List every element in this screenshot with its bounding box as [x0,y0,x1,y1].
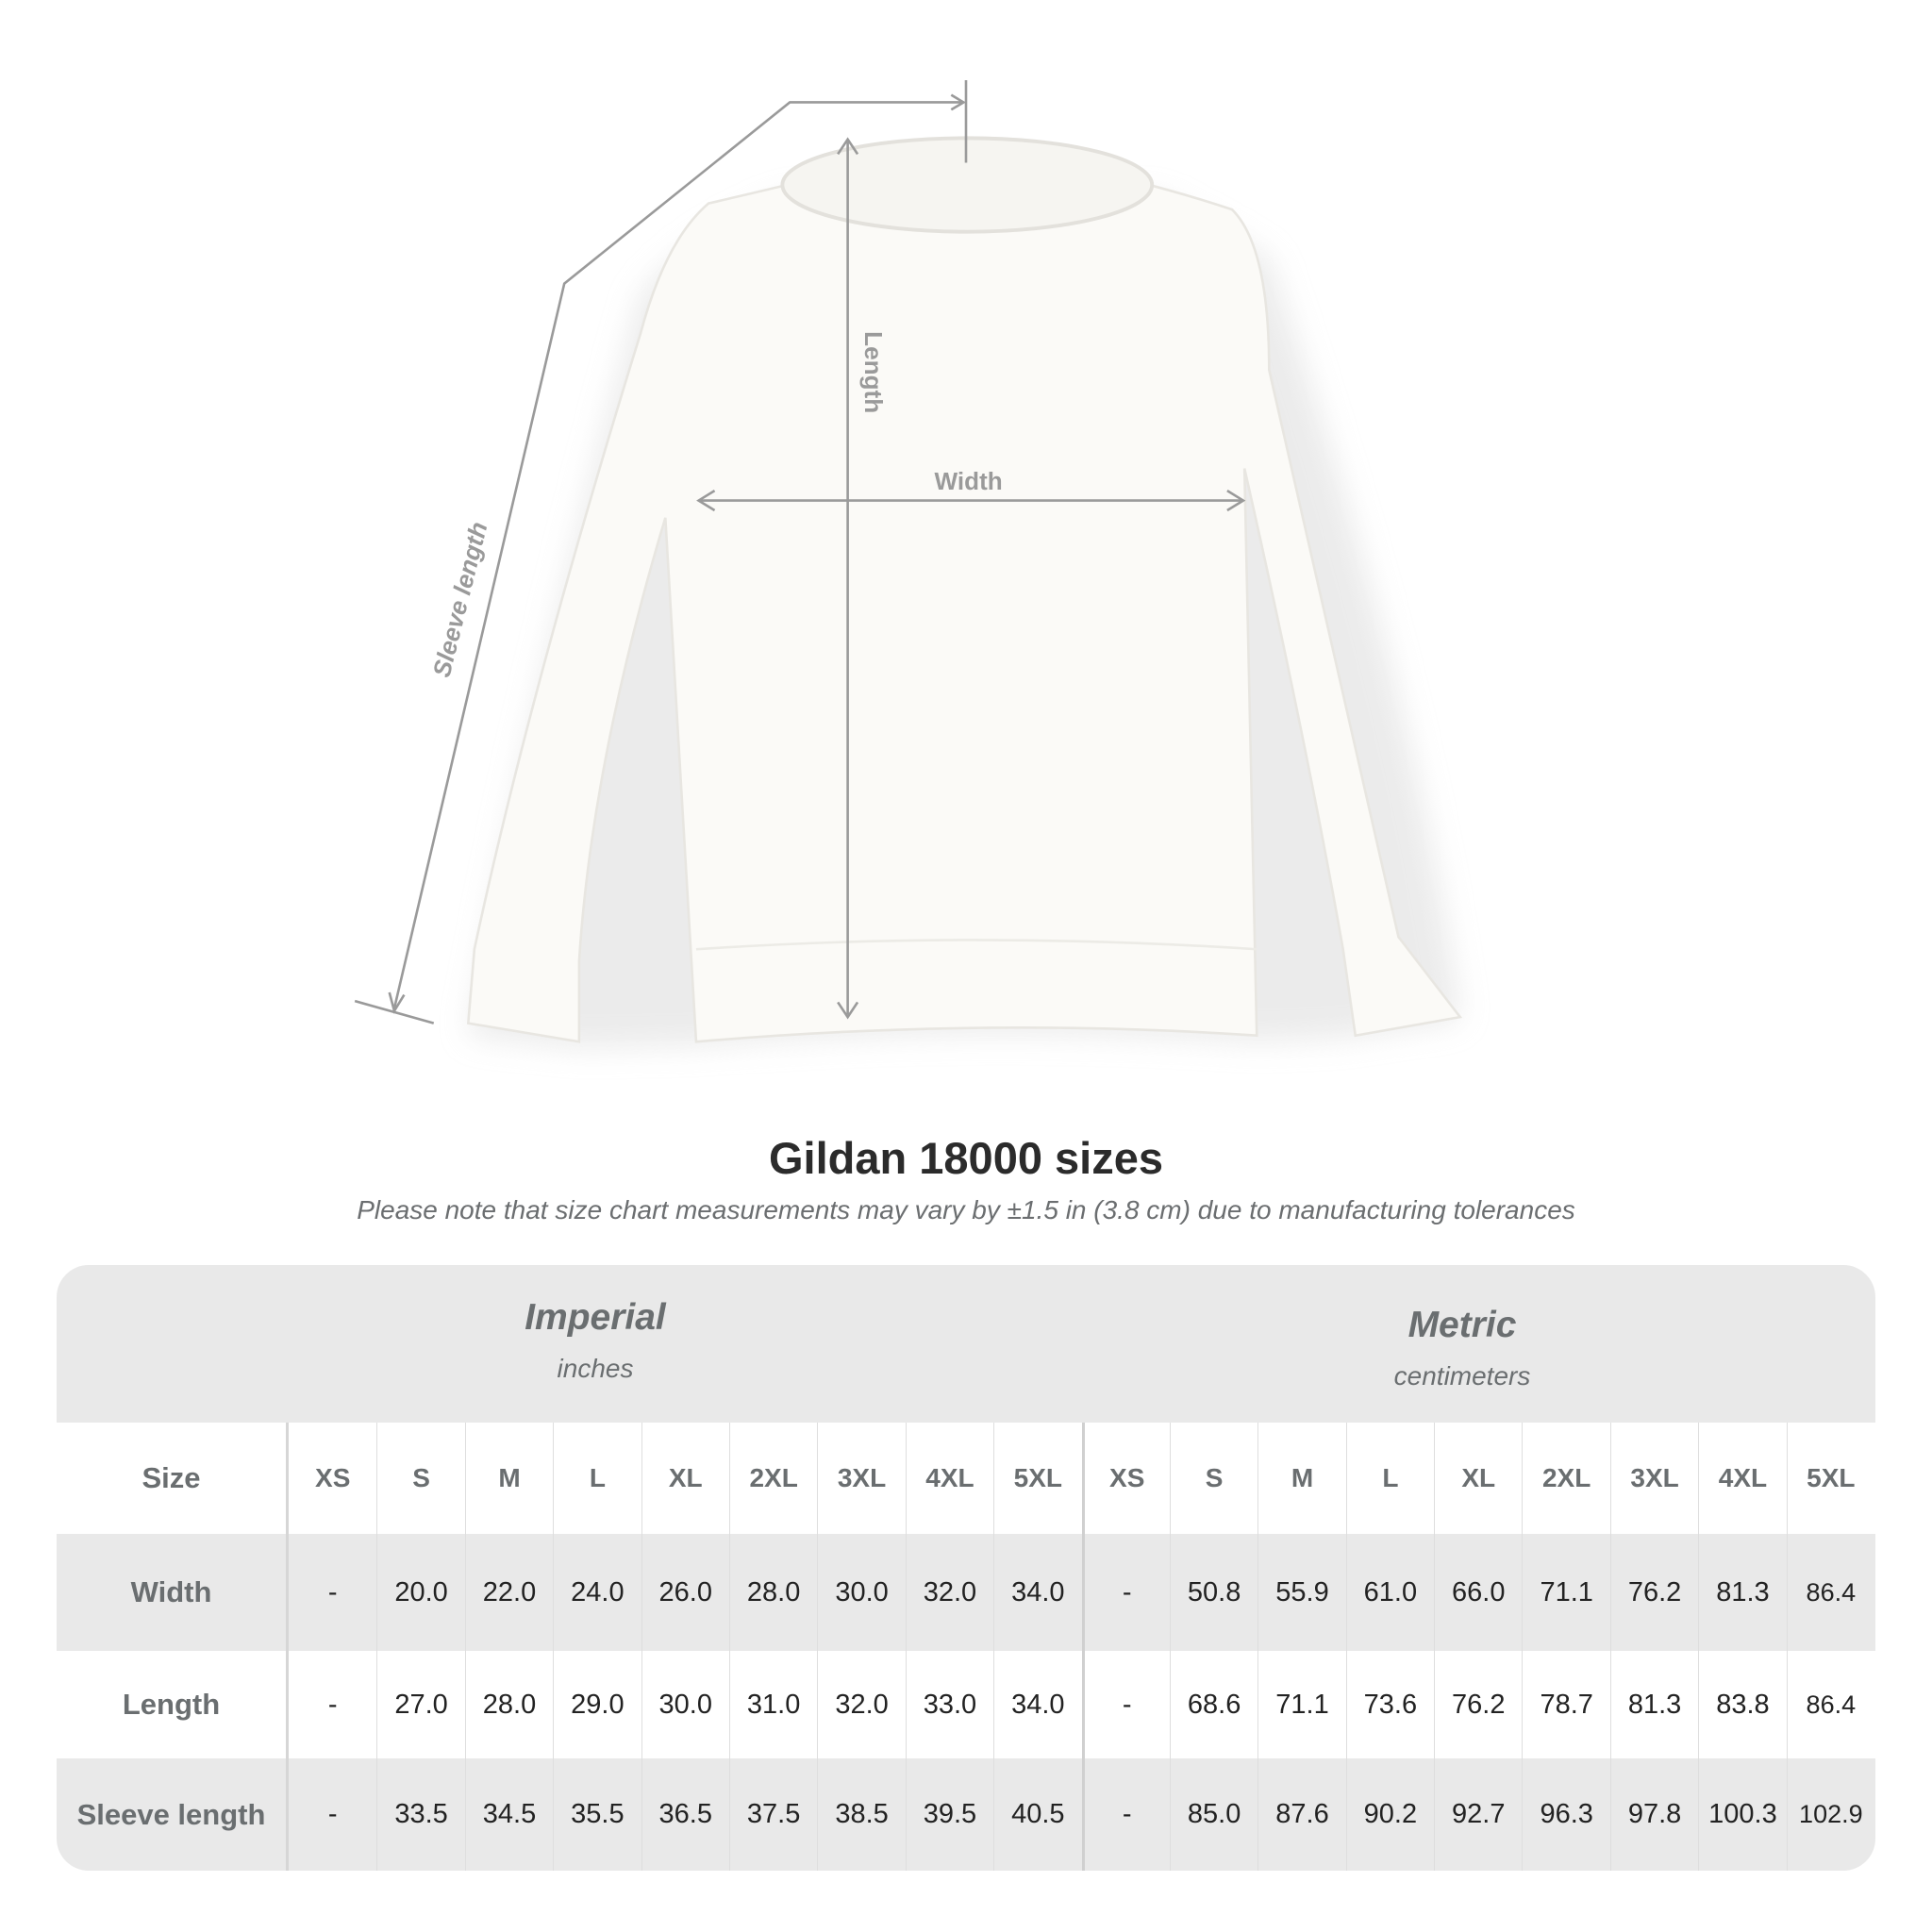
length-label: Length [859,331,888,413]
table-cell: 24.0 [553,1534,641,1651]
table-cell: - [1081,1758,1170,1871]
table-cell: 81.3 [1698,1534,1786,1651]
table-cell: 26.0 [641,1534,729,1651]
metric-title: Metric [1407,1305,1517,1345]
width-label: Width [934,467,1002,495]
table-cell: 90.2 [1345,1758,1434,1871]
imperial-header: Imperial inches [312,1297,878,1384]
table-row-width: Width -20.0 22.0 24.0 26.0 28.0 30.0 32.0 34.0-5… [57,1534,1875,1651]
table-cell: 102.9 [1786,1758,1874,1871]
size-header-row: Size XS S M L XL 2XL 3XL 4XL 5XL XS S M L XL 2XL 3XL 4XL… [57,1423,1875,1534]
table-cell: 68.6 [1169,1651,1257,1758]
unit-header: Imperial inches Metric centimeters [57,1265,1875,1423]
row-label: Width [57,1534,289,1651]
table-cell: 96.3 [1522,1758,1609,1871]
size-table: Imperial inches Metric centimeters Size … [57,1265,1875,1871]
table-cell: 39.5 [905,1758,993,1871]
table-cell: 29.0 [553,1651,641,1758]
table-row-sleeve-length: Sleeve length - 33.5 34.5 35.5 36.5 37.5 38.5 39… [57,1758,1875,1871]
table-cell: 30.0 [641,1651,729,1758]
table-cell: 71.1 [1522,1534,1609,1651]
table-cell: 76.2 [1434,1651,1522,1758]
table-cell: 22.0 [464,1534,553,1651]
size-header-m-metric: M [1257,1423,1345,1534]
size-header-xs-metric: XS [1081,1423,1170,1534]
sleeve-length-line [392,101,961,1009]
metric-header: Metric centimeters [1179,1305,1745,1391]
size-header-2xl-metric: 2XL [1522,1423,1609,1534]
tolerance-note: Please note that size chart measurements… [357,1195,1575,1224]
table-cell: - [327,1576,338,1607]
table-cell: 78.7 [1522,1651,1609,1758]
table-row-length: Length -27.0 28.0 29.0 30.0 31.0 32.0 33.0 34.0-… [57,1651,1875,1758]
row-label: Sleeve length [57,1758,289,1871]
table-cell: 28.0 [464,1651,553,1758]
metric-unit: centimeters [1393,1361,1531,1391]
table-cell: - [1081,1651,1170,1758]
size-header-s-metric: S [1169,1423,1257,1534]
table-cell: 100.3 [1698,1758,1786,1871]
table-cell: 35.5 [553,1758,641,1871]
table-cell: 20.0 [376,1534,464,1651]
table-cell: 34.0 [993,1651,1081,1758]
size-header-m-imperial: M [464,1423,553,1534]
table-cell: 34.5 [464,1758,553,1871]
table-cell: 83.8 [1698,1651,1786,1758]
size-header-xs-imperial: XS [315,1463,351,1492]
table-cell: 71.1 [1257,1651,1345,1758]
table-cell: 27.0 [376,1651,464,1758]
size-header-2xl-imperial: 2XL [728,1423,817,1534]
table-cell: 87.6 [1257,1758,1345,1871]
size-header-4xl-metric: 4XL [1698,1423,1786,1534]
sweatshirt-illustration: Width Length Sleeve length [354,79,1463,1048]
table-cell: 86.4 [1786,1651,1874,1758]
table-cell: 40.5 [993,1758,1081,1871]
size-header-5xl-metric: 5XL [1786,1423,1874,1534]
table-cell: 32.0 [905,1534,993,1651]
size-header-xl-metric: XL [1434,1423,1522,1534]
row-label: Length [57,1651,289,1758]
imperial-title: Imperial [525,1297,666,1338]
sleeve-length-label: Sleeve length [427,519,493,680]
size-header-5xl-imperial: 5XL [993,1423,1081,1534]
table-cell: - [327,1689,338,1720]
table-cell: 66.0 [1434,1534,1522,1651]
table-cell: 50.8 [1169,1534,1257,1651]
size-header-l-imperial: L [553,1423,641,1534]
table-cell: 55.9 [1257,1534,1345,1651]
size-header-4xl-imperial: 4XL [905,1423,993,1534]
table-cell: 38.5 [817,1758,905,1871]
size-header-3xl-metric: 3XL [1609,1423,1698,1534]
size-header-xl-imperial: XL [641,1423,729,1534]
table-cell: - [1081,1534,1170,1651]
table-cell: 33.0 [905,1651,993,1758]
table-cell: 33.5 [376,1758,464,1871]
table-cell: 73.6 [1345,1651,1434,1758]
table-cell: 32.0 [817,1651,905,1758]
table-cell: 97.8 [1609,1758,1698,1871]
table-cell: 86.4 [1786,1534,1874,1651]
table-cell: 37.5 [728,1758,817,1871]
table-cell: 76.2 [1609,1534,1698,1651]
size-label: Size [57,1423,289,1534]
page-title: Gildan 18000 sizes [768,1133,1164,1183]
table-cell: 81.3 [1609,1651,1698,1758]
size-header-l-metric: L [1345,1423,1434,1534]
table-cell: 30.0 [817,1534,905,1651]
table-cell: 92.7 [1434,1758,1522,1871]
size-header-s-imperial: S [376,1423,464,1534]
table-cell: 34.0 [993,1534,1081,1651]
size-header-3xl-imperial: 3XL [817,1423,905,1534]
table-cell: 36.5 [641,1758,729,1871]
table-cell: 31.0 [728,1651,817,1758]
table-cell: 61.0 [1345,1534,1434,1651]
table-cell: 85.0 [1169,1758,1257,1871]
imperial-unit: inches [557,1354,634,1383]
table-cell: - [327,1799,338,1829]
table-cell: 28.0 [728,1534,817,1651]
